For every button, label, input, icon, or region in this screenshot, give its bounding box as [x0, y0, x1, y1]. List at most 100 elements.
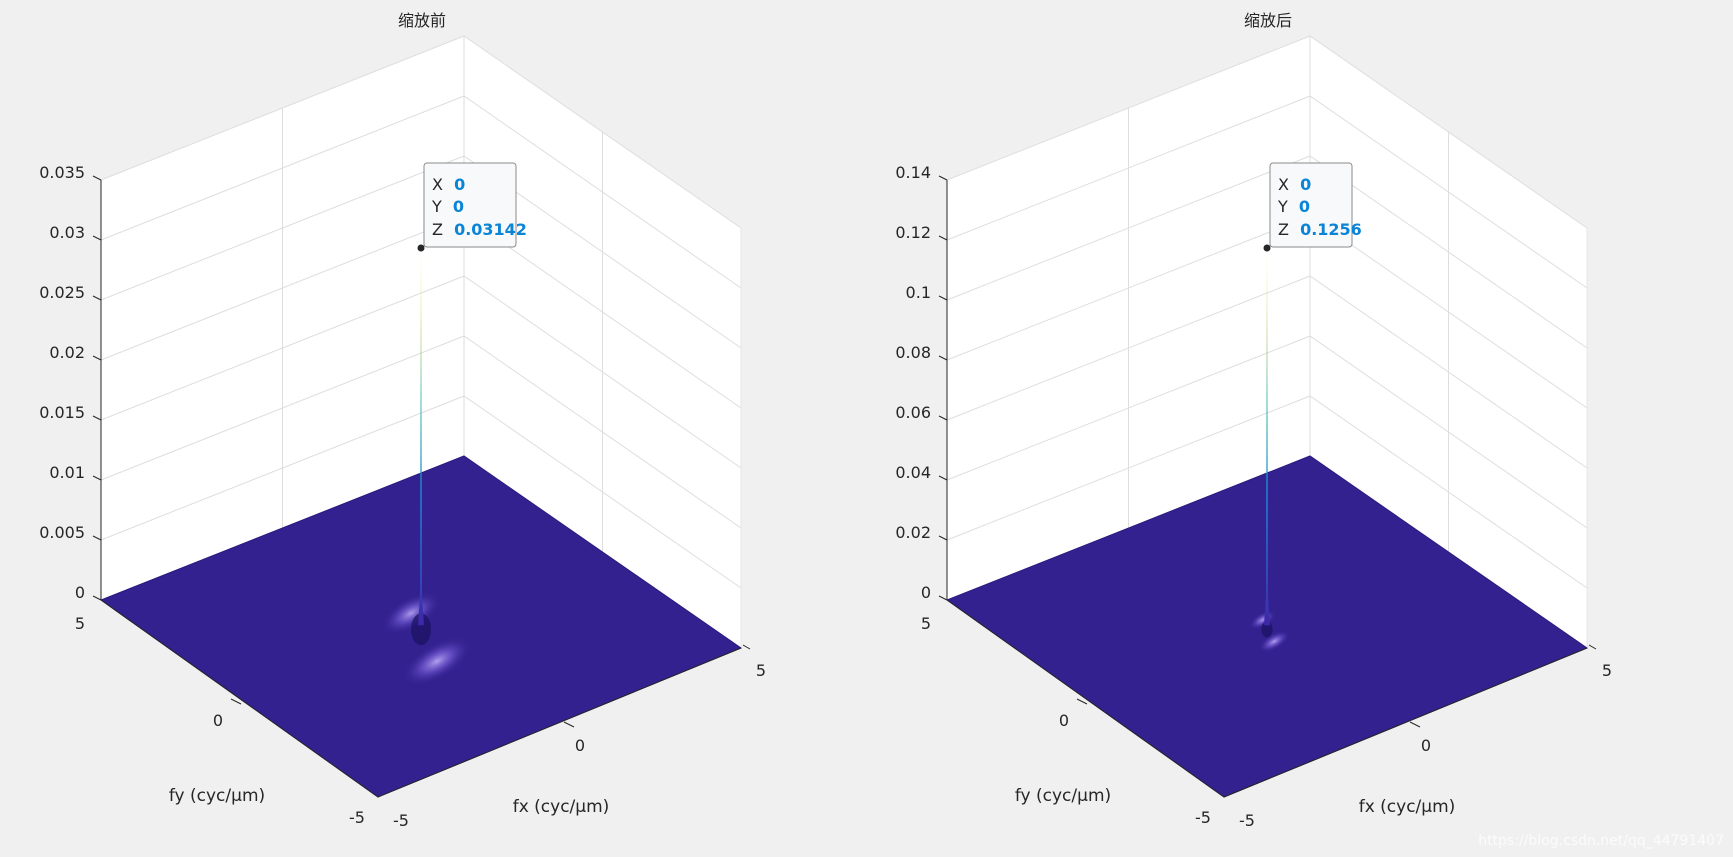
axes-title: 缩放后 — [1244, 11, 1292, 30]
z-tick-label: 0.025 — [39, 283, 85, 302]
z-tick-mark — [938, 475, 948, 481]
z-tick-mark — [938, 595, 948, 601]
axes-before-scaling: 缩放前 0 0.005 0.01 0.015 0.02 0.025 0.03 0.035 -5… — [39, 11, 766, 830]
z-axis: 0 0.02 0.04 0.06 0.08 0.1 0.12 0.14 — [895, 163, 1588, 798]
data-tip-x-value: 0 — [1300, 175, 1311, 194]
x-tick-label: -5 — [1239, 811, 1255, 830]
data-tip-y-value: 0 — [1299, 197, 1310, 216]
z-tick-label: 0 — [921, 583, 931, 602]
z-tick-mark — [92, 295, 102, 301]
data-tip-marker[interactable] — [417, 244, 425, 252]
y-tick-label: 0 — [1059, 711, 1069, 730]
x-tick-mark — [1409, 721, 1421, 728]
ripple-center — [411, 613, 431, 646]
data-tip[interactable]: X 0 Y 0 Z 0.03142 — [417, 162, 527, 252]
x-axis-label: fx (cyc/μm) — [1359, 797, 1456, 817]
x-tick-mark — [742, 644, 751, 650]
watermark: https://blog.csdn.net/qq_44791407 — [1478, 833, 1724, 849]
data-tip-x: X 0 — [1278, 175, 1311, 194]
x-tick-label: 5 — [756, 661, 766, 680]
z-tick-mark — [938, 175, 948, 181]
x-axis-line — [1223, 647, 1588, 798]
data-tip-y: Y 0 — [431, 197, 464, 216]
z-tick-mark — [92, 535, 102, 541]
data-tip-box — [1269, 162, 1353, 248]
z-tick-label: 0.08 — [895, 343, 931, 362]
x-axis: -5 0 5 fx (cyc/μm) — [1239, 644, 1612, 830]
y-axis-line — [946, 599, 1225, 798]
y-tick-label: -5 — [349, 808, 365, 827]
z-axis: 0 0.005 0.01 0.015 0.02 0.025 0.03 0.035 — [39, 163, 742, 798]
y-axis-line — [100, 599, 379, 798]
data-tip-x-label: X — [432, 175, 443, 194]
y-axis-label: fy (cyc/μm) — [169, 786, 265, 806]
data-tip-x-value: 0 — [454, 175, 465, 194]
y-tick-mark — [1076, 698, 1088, 705]
y-tick-label: 5 — [75, 614, 85, 633]
z-tick-mark — [938, 535, 948, 541]
data-tip-box — [423, 162, 517, 248]
data-tip-y-value: 0 — [453, 197, 464, 216]
z-tick-label: 0.14 — [895, 163, 931, 182]
y-axis-label: fy (cyc/μm) — [1015, 786, 1111, 806]
z-tick-label: 0.02 — [49, 343, 85, 362]
x-axis-label: fx (cyc/μm) — [513, 797, 610, 817]
y-tick-label: 5 — [921, 614, 931, 633]
y-tick-label: -5 — [1195, 808, 1211, 827]
data-tip[interactable]: X 0 Y 0 Z 0.1256 — [1263, 162, 1362, 252]
z-tick-label: 0.035 — [39, 163, 85, 182]
ripple-lobe — [1248, 609, 1277, 630]
surface-peak — [418, 248, 424, 626]
z-tick-mark — [938, 235, 948, 241]
x-tick-label: 5 — [1602, 661, 1612, 680]
z-tick-label: 0.06 — [895, 403, 931, 422]
data-tip-marker[interactable] — [1263, 244, 1271, 252]
z-tick-label: 0.03 — [49, 223, 85, 242]
z-tick-mark — [92, 355, 102, 361]
data-tip-y-label: Y — [431, 197, 442, 216]
z-tick-mark — [92, 415, 102, 421]
y-axis: -5 0 5 fy (cyc/μm) — [921, 614, 1211, 827]
z-tick-mark — [92, 475, 102, 481]
z-tick-label: 0.12 — [895, 223, 931, 242]
z-tick-label: 0.1 — [906, 283, 931, 302]
surface-peak — [1264, 248, 1270, 626]
z-tick-mark — [92, 175, 102, 181]
x-axis: -5 0 5 fx (cyc/μm) — [393, 644, 766, 830]
axes-after-scaling: 缩放后 0 0.02 0.04 0.06 0.08 0.1 0.12 0.14 -5 0 5 … — [895, 11, 1612, 830]
x-axis-line — [377, 647, 742, 798]
x-tick-mark — [563, 721, 575, 728]
z-tick-mark — [92, 595, 102, 601]
z-tick-mark — [92, 235, 102, 241]
z-tick-label: 0.01 — [49, 463, 85, 482]
data-tip-z-value: 0.03142 — [454, 220, 527, 239]
gridlines — [100, 35, 742, 649]
x-tick-label: 0 — [575, 736, 585, 755]
z-tick-label: 0.005 — [39, 523, 85, 542]
x-tick-mark — [1588, 644, 1597, 650]
z-tick-label: 0 — [75, 583, 85, 602]
x-tick-label: 0 — [1421, 736, 1431, 755]
data-tip-z: Z 0.1256 — [1278, 220, 1362, 239]
data-tip-z-label: Z — [432, 220, 443, 239]
data-tip-x: X 0 — [432, 175, 465, 194]
ripple-lobe — [1258, 630, 1291, 653]
z-tick-mark — [938, 295, 948, 301]
z-tick-label: 0.02 — [895, 523, 931, 542]
y-tick-mark — [230, 698, 242, 705]
ripple-lobe — [401, 635, 473, 687]
data-tip-y: Y 0 — [1277, 197, 1310, 216]
data-tip-x-label: X — [1278, 175, 1289, 194]
z-tick-mark — [938, 355, 948, 361]
z-tick-label: 0.015 — [39, 403, 85, 422]
y-axis: -5 0 5 fy (cyc/μm) — [75, 614, 365, 827]
gridlines — [946, 35, 1588, 649]
x-tick-label: -5 — [393, 811, 409, 830]
y-tick-label: 0 — [213, 711, 223, 730]
z-tick-mark — [938, 415, 948, 421]
axes-title: 缩放前 — [398, 11, 446, 30]
data-tip-z: Z 0.03142 — [432, 220, 527, 239]
data-tip-y-label: Y — [1277, 197, 1288, 216]
data-tip-z-value: 0.1256 — [1300, 220, 1362, 239]
